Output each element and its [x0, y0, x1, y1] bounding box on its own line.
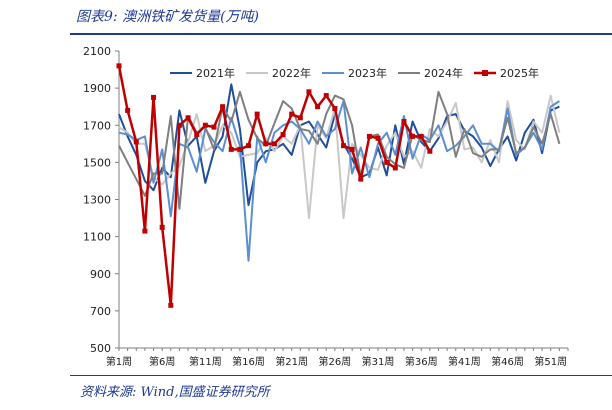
data-point [427, 148, 433, 154]
data-point [202, 122, 208, 128]
data-point [185, 115, 191, 121]
x-tick-label: 第36周 [405, 355, 438, 368]
data-point [280, 132, 286, 138]
data-point [228, 146, 234, 152]
data-point [237, 146, 243, 152]
data-point [254, 111, 260, 117]
x-tick-label: 第16周 [232, 355, 265, 368]
x-tick-label: 第46周 [491, 355, 524, 368]
x-tick-label: 第26周 [318, 355, 351, 368]
figure-title: 图表9: 澳洲铁矿发货量(万吨) [76, 9, 259, 25]
x-tick-label: 第1周 [106, 355, 132, 368]
y-axis-ticks: 500 700 900 1100 1300 1500 1700 1900 2100 [83, 45, 119, 355]
series-line [118, 90, 561, 210]
data-point [306, 89, 312, 95]
x-axis-ticks: 第1周 第6周 第11周 第16周 第21周 第26周 第31周 第36周 第41周 第46周 第5… [106, 348, 569, 368]
y-tick-label: 1500 [83, 156, 111, 169]
legend-entry: 2024年 [398, 66, 463, 80]
data-point [297, 115, 303, 121]
data-point [315, 104, 321, 110]
data-point [211, 124, 217, 130]
series-line [117, 65, 431, 307]
data-point [418, 133, 424, 139]
data-point [341, 143, 346, 149]
data-point [375, 135, 381, 141]
x-tick-label: 第6周 [149, 355, 175, 368]
legend-label: 2021年 [196, 66, 235, 80]
legend-label: 2023年 [348, 66, 387, 80]
data-point [410, 133, 416, 139]
y-tick-label: 900 [90, 268, 111, 281]
y-tick-label: 1900 [83, 82, 111, 95]
source-divider [70, 375, 612, 376]
data-point [366, 133, 372, 139]
x-tick-label: 第21周 [275, 355, 308, 368]
legend-marker [482, 70, 488, 76]
data-point [125, 107, 131, 113]
y-tick-label: 2100 [83, 45, 111, 58]
data-point [271, 141, 277, 147]
legend-entry: 2021年 [170, 66, 235, 80]
x-tick-label: 第31周 [362, 355, 395, 368]
x-tick-label: 第11周 [189, 355, 222, 368]
data-point [133, 139, 139, 145]
data-point [401, 119, 407, 125]
x-tick-label: 第41周 [448, 355, 481, 368]
data-point [358, 176, 364, 182]
y-tick-label: 1300 [83, 194, 111, 207]
data-point [349, 146, 355, 152]
data-point [151, 94, 157, 100]
chart-legend: 2021年 2022年 2023年 2024年 2025年 [170, 66, 539, 80]
source-note: 资料来源: Wind,国盛证券研究所 [80, 385, 270, 400]
title-divider [70, 33, 612, 35]
data-point [194, 132, 200, 138]
legend-label: 2024年 [424, 66, 463, 80]
y-tick-label: 500 [90, 342, 111, 355]
data-point [246, 143, 252, 149]
y-tick-label: 1100 [83, 231, 111, 244]
data-point [384, 159, 390, 165]
x-tick-label: 第51周 [534, 355, 567, 368]
legend-label: 2025年 [500, 66, 539, 80]
legend-entry: 2022年 [246, 66, 311, 80]
series-2025年 [116, 63, 433, 308]
data-point [220, 104, 226, 110]
data-point [176, 122, 182, 128]
data-point [392, 165, 398, 171]
series-2024年 [118, 90, 561, 210]
data-point [289, 111, 295, 117]
y-tick-label: 700 [90, 305, 111, 318]
legend-entry: 2023年 [322, 66, 387, 80]
data-point [142, 228, 148, 234]
chart-series [116, 63, 561, 308]
legend-label: 2022年 [272, 66, 311, 80]
data-point [323, 93, 329, 99]
series-2023年 [118, 100, 560, 262]
legend-entry: 2025年 [474, 66, 539, 80]
chart-axes [118, 51, 568, 349]
data-point [263, 141, 269, 147]
data-point [332, 106, 338, 112]
data-point [159, 224, 165, 230]
y-tick-label: 1700 [83, 119, 111, 132]
data-point [168, 302, 174, 308]
series-line [118, 100, 560, 262]
data-point [116, 63, 122, 69]
